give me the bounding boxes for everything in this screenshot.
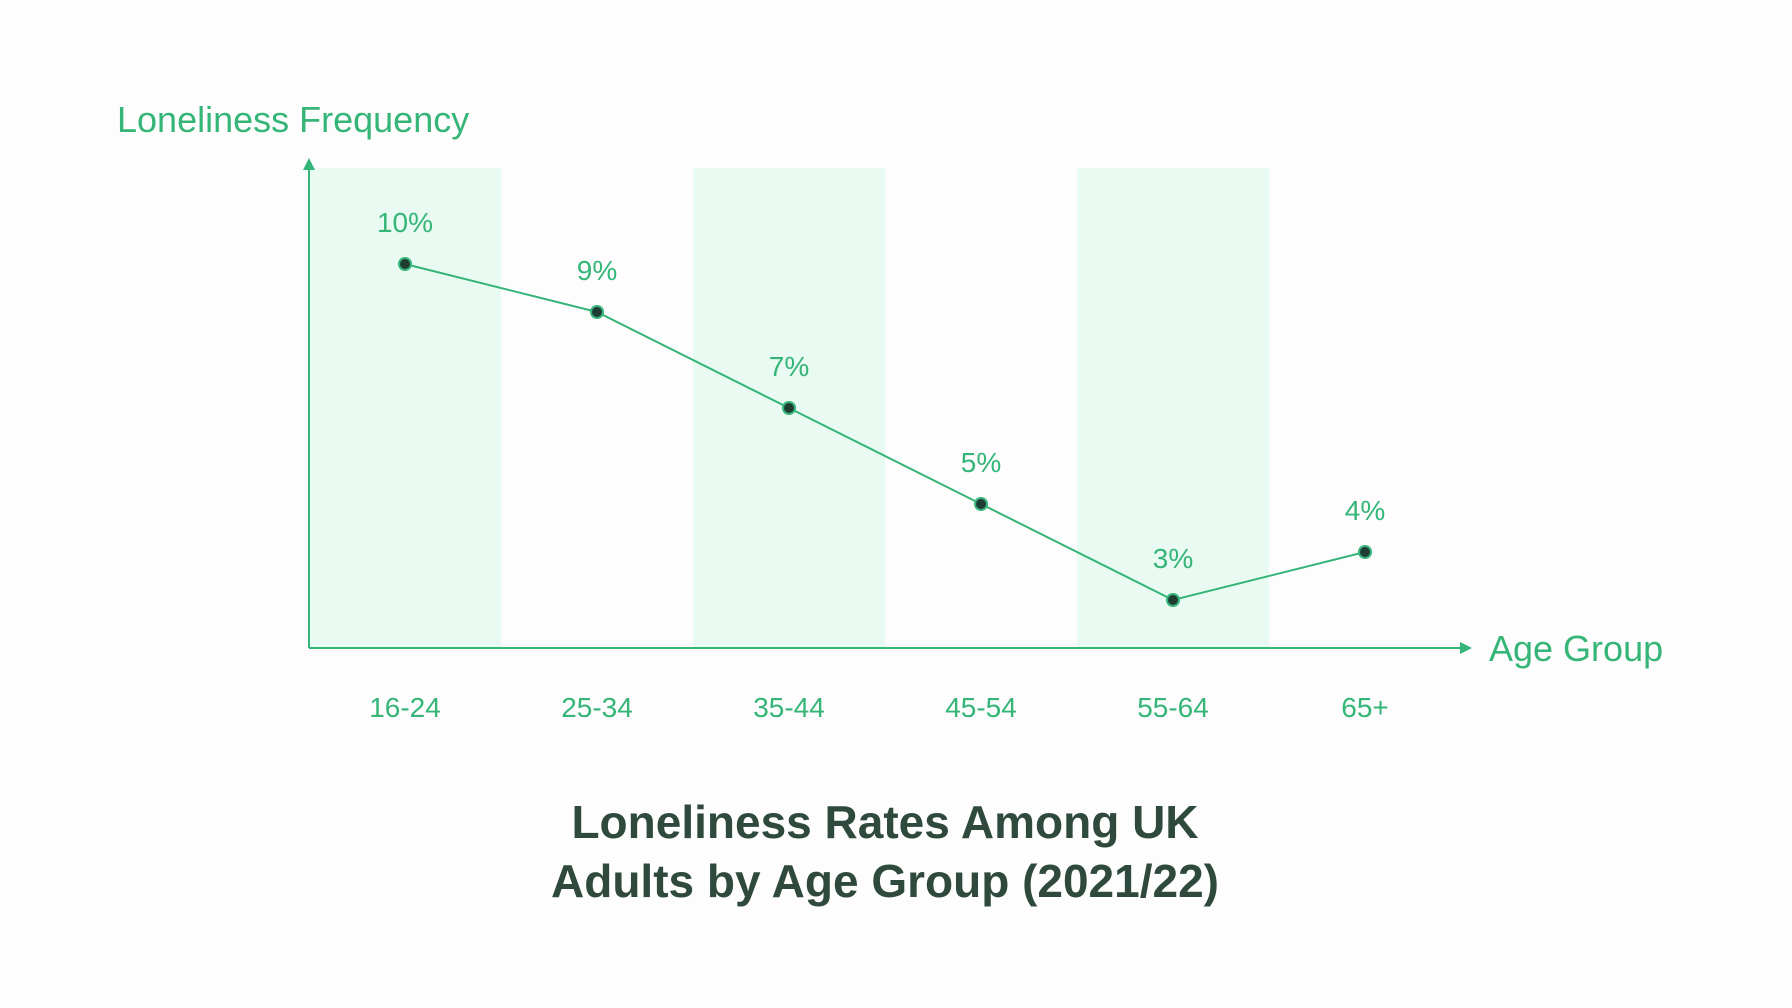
x-tick-label: 16-24 — [369, 692, 441, 723]
x-axis-arrow-icon — [1460, 642, 1472, 654]
series-line — [404, 263, 1366, 602]
y-axis-title: Loneliness Frequency — [117, 99, 469, 140]
data-point — [1166, 593, 1180, 607]
data-point — [590, 305, 604, 319]
x-tick-label: 25-34 — [561, 692, 633, 723]
data-label: 10% — [377, 207, 433, 238]
x-tick-label: 65+ — [1341, 692, 1389, 723]
data-point — [974, 497, 988, 511]
y-axis-arrow-icon — [303, 158, 315, 170]
data-point — [398, 257, 412, 271]
x-tick-label: 35-44 — [753, 692, 825, 723]
x-tick-label: 55-64 — [1137, 692, 1209, 723]
chart-title-line-1: Loneliness Rates Among UK — [571, 796, 1198, 848]
data-label: 3% — [1153, 543, 1193, 574]
category-band — [1077, 168, 1269, 647]
data-label: 7% — [769, 351, 809, 382]
data-point — [782, 401, 796, 415]
data-point — [1358, 545, 1372, 559]
x-axis-title: Age Group — [1489, 628, 1663, 669]
data-label: 9% — [577, 255, 617, 286]
chart-title-line-2: Adults by Age Group (2021/22) — [551, 855, 1219, 907]
data-label: 4% — [1345, 495, 1385, 526]
x-tick-label: 45-54 — [945, 692, 1017, 723]
data-label: 5% — [961, 447, 1001, 478]
category-band — [309, 168, 501, 647]
